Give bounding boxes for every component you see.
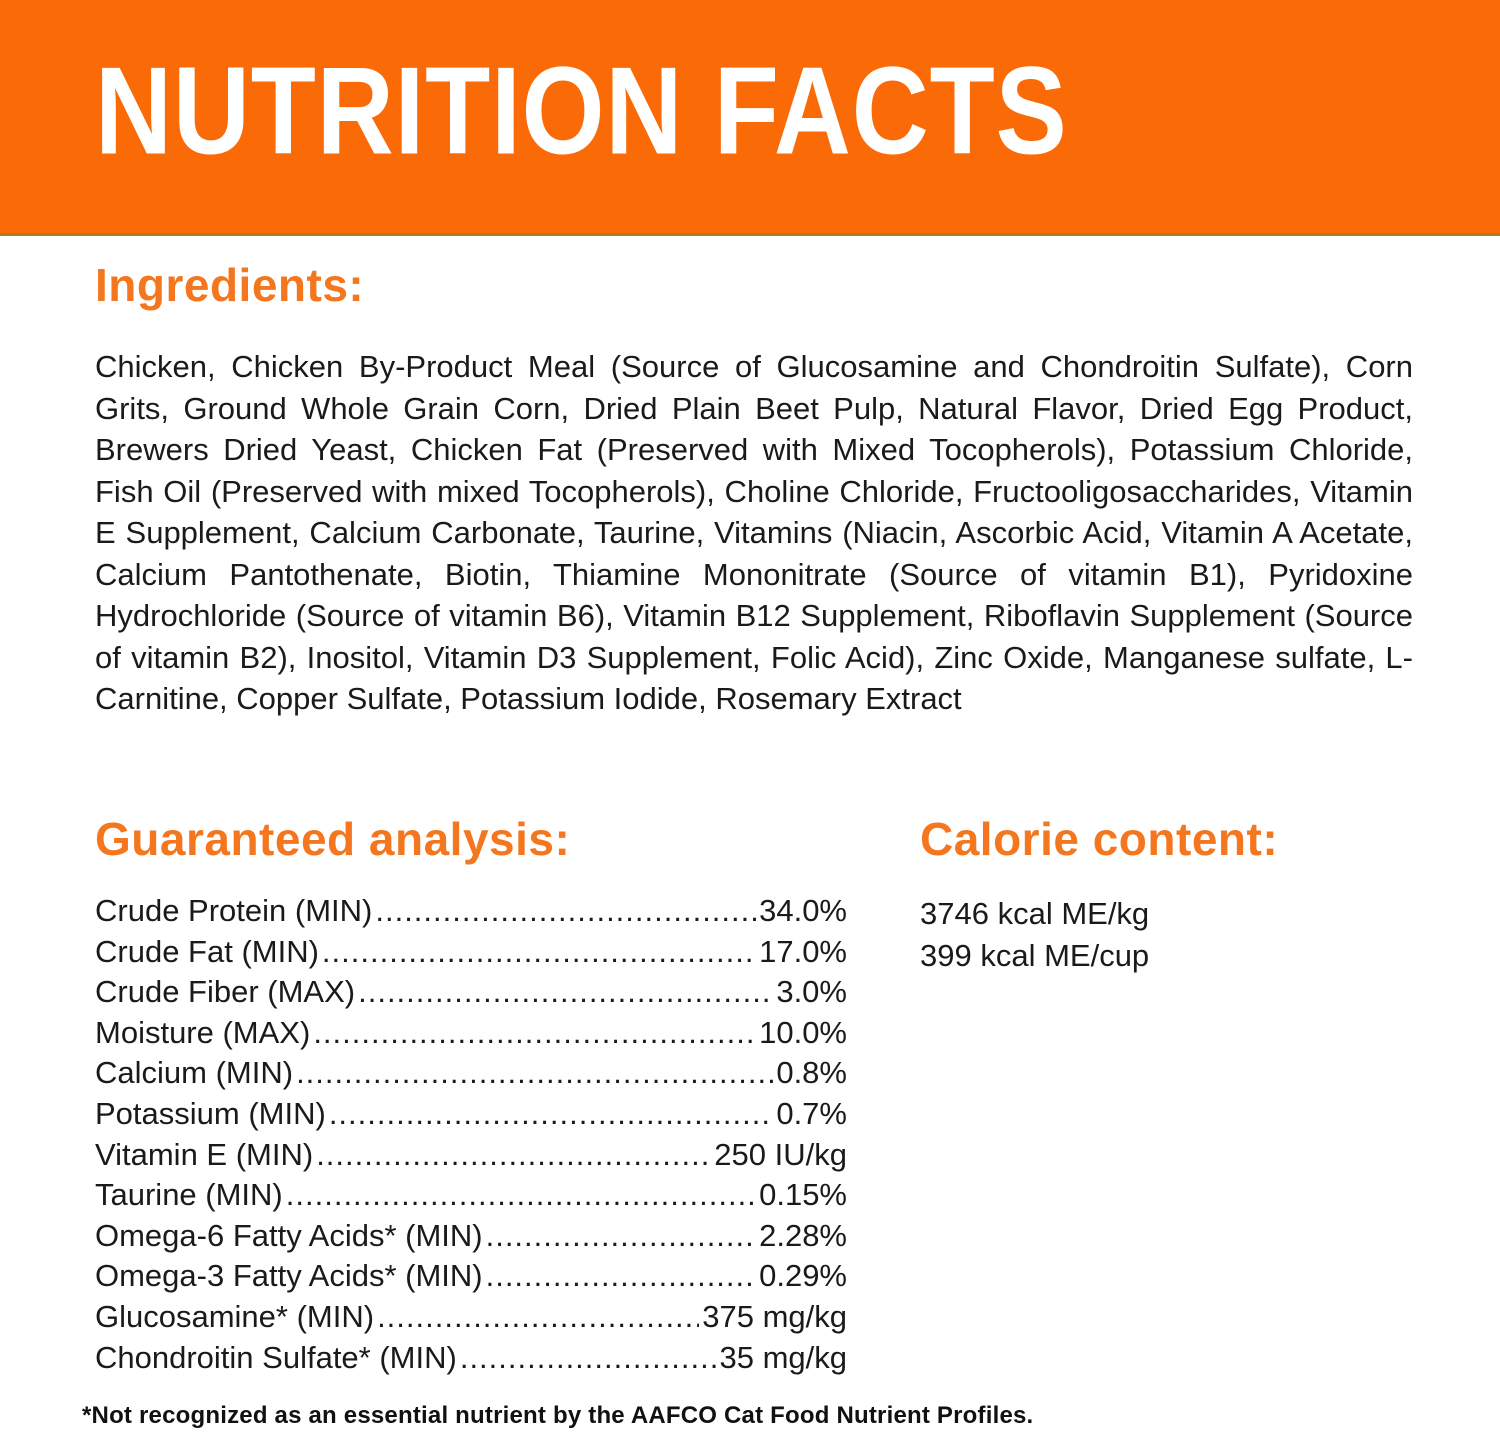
analysis-row-label: Calcium (MIN) [95,1055,294,1091]
guaranteed-analysis-heading: Guaranteed analysis: [95,813,571,865]
analysis-rows: Crude Protein (MIN) 34.0% Crude Fat (MIN) 1… [95,891,847,1378]
ingredients-section: Ingredients: Chicken, Chicken By-Product… [95,258,1413,720]
analysis-row: Chondroitin Sulfate* (MIN) 35 mg/kg [95,1338,847,1379]
analysis-row-label: Crude Protein (MIN) [95,893,373,928]
dot-leader [329,1094,774,1135]
analysis-row-label: Moisture (MAX) [95,1014,311,1050]
calorie-content-section: Calorie content: 3746 kcal ME/kg 399 kcal… [920,812,1278,977]
analysis-row: Calcium (MIN) 0.8% [95,1053,847,1094]
dot-leader [358,972,773,1013]
calorie-lines: 3746 kcal ME/kg 399 kcal ME/cup [920,893,1278,977]
analysis-row: Glucosamine* (MIN) 375 mg/kg [95,1297,847,1338]
analysis-row-value: 0.29% [759,1258,847,1294]
dot-leader [377,1297,699,1338]
dot-leader [486,1216,757,1257]
analysis-row-value: 35 mg/kg [719,1339,847,1375]
guaranteed-analysis-section: Guaranteed analysis: Crude Protein (MIN)… [95,812,847,1378]
analysis-row-value: 375 mg/kg [702,1298,847,1334]
analysis-row: Potassium (MIN) 0.7% [95,1094,847,1135]
analysis-row-value: 10.0% [759,1014,847,1050]
analysis-row-label: Vitamin E (MIN) [95,1136,314,1172]
analysis-row: Taurine (MIN) 0.15% [95,1175,847,1216]
calorie-line: 3746 kcal ME/kg [920,896,1150,931]
analysis-row: Omega-3 Fatty Acids* (MIN) 0.29% [95,1256,847,1297]
analysis-row-label: Glucosamine* (MIN) [95,1298,375,1334]
analysis-row: Crude Fiber (MAX) 3.0% [95,972,847,1013]
analysis-row-value: 34.0% [759,893,847,928]
ingredients-heading: Ingredients: [95,259,365,311]
analysis-row-label: Crude Fat (MIN) [95,933,319,969]
dot-leader [322,932,756,973]
nutrition-facts-banner: NUTRITION FACTS [0,0,1500,236]
analysis-row: Moisture (MAX) 10.0% [95,1013,847,1054]
analysis-row-value: 3.0% [776,974,847,1010]
dot-leader [296,1053,773,1094]
analysis-row-value: 250 IU/kg [714,1136,847,1172]
analysis-row-value: 2.28% [759,1217,847,1253]
analysis-row-value: 0.7% [776,1095,847,1131]
dot-leader [486,1256,757,1297]
dot-leader [313,1013,756,1054]
ingredients-text: Chicken, Chicken By-Product Meal (Source… [95,349,1413,716]
analysis-row: Vitamin E (MIN) 250 IU/kg [95,1135,847,1176]
dot-leader [375,891,756,932]
analysis-row-value: 17.0% [759,933,847,969]
calorie-line: 399 kcal ME/cup [920,938,1150,973]
dot-leader [316,1135,711,1176]
analysis-row-label: Omega-6 Fatty Acids* (MIN) [95,1217,483,1253]
analysis-row-label: Potassium (MIN) [95,1095,326,1131]
analysis-row-label: Crude Fiber (MAX) [95,974,356,1010]
analysis-row: Crude Fat (MIN) 17.0% [95,932,847,973]
dot-leader [460,1338,717,1379]
analysis-row-label: Chondroitin Sulfate* (MIN) [95,1339,457,1375]
analysis-row-value: 0.8% [776,1055,847,1091]
analysis-row-value: 0.15% [759,1177,847,1213]
page-title: NUTRITION FACTS [95,41,1068,180]
analysis-row: Crude Protein (MIN) 34.0% [95,891,847,932]
aafco-footnote: *Not recognized as an essential nutrient… [82,1402,1034,1429]
analysis-row-label: Taurine (MIN) [95,1177,283,1213]
analysis-row-label: Omega-3 Fatty Acids* (MIN) [95,1258,483,1294]
dot-leader [286,1175,756,1216]
analysis-row: Omega-6 Fatty Acids* (MIN) 2.28% [95,1216,847,1257]
calorie-content-heading: Calorie content: [920,813,1279,865]
